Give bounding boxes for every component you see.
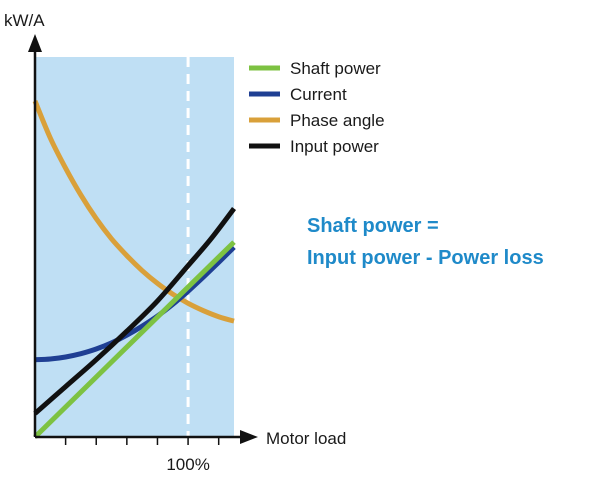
legend-label-input-power: Input power <box>290 137 379 156</box>
series-line-phase-angle <box>32 100 235 324</box>
legend-label-current: Current <box>290 85 347 104</box>
y-axis-label: kW/A <box>4 11 45 30</box>
series-line-input-power <box>33 207 237 416</box>
axes <box>28 34 258 444</box>
formula-annotation: Shaft power = Input power - Power loss <box>307 210 544 274</box>
series-line-shaft-power <box>33 240 236 439</box>
series-group <box>32 100 237 439</box>
y-axis-arrow <box>28 34 42 52</box>
x-axis-arrow <box>240 430 258 444</box>
legend: Shaft power Current Phase angle Input power <box>249 59 385 156</box>
formula-line-2: Input power - Power loss <box>307 247 544 269</box>
x-ticks <box>64 437 220 445</box>
legend-label-phase-angle: Phase angle <box>290 111 385 130</box>
legend-label-shaft-power: Shaft power <box>290 59 381 78</box>
series-line-current <box>34 245 236 363</box>
operating-region <box>35 57 234 437</box>
formula-line-1: Shaft power = <box>307 215 439 237</box>
x-tick-label-100: 100% <box>166 455 209 474</box>
x-axis-label: Motor load <box>266 429 346 448</box>
